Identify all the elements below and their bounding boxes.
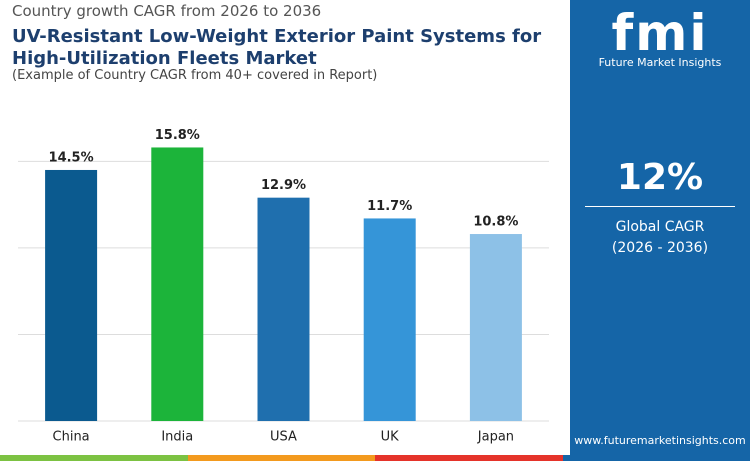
bar <box>257 197 310 421</box>
color-strip <box>0 455 750 461</box>
subtitle: (Example of Country CAGR from 40+ covere… <box>12 68 378 83</box>
divider <box>585 206 735 207</box>
chart-title: UV-Resistant Low-Weight Exterior Paint S… <box>12 26 542 69</box>
value-label: 14.5% <box>49 150 94 165</box>
bar <box>363 218 416 421</box>
bar <box>469 234 522 421</box>
headline-label: Global CAGR <box>615 219 705 235</box>
chart: China 14.5% India 15.8% USA 12.9% UK 11.7% Japan… <box>18 128 549 445</box>
value-label: 12.9% <box>261 178 306 193</box>
website: www.futuremarketinsights.com <box>574 434 746 447</box>
period: (2026 - 2036) <box>611 240 709 256</box>
x-tick-label: China <box>53 430 90 445</box>
bar <box>45 169 98 421</box>
brand-logo: fmi <box>611 4 709 62</box>
x-tick-label: Japan <box>477 430 514 445</box>
x-tick-label: USA <box>270 430 297 445</box>
x-tick-label: India <box>161 430 193 445</box>
value-label: 15.8% <box>155 128 200 143</box>
value-label: 10.8% <box>473 215 518 230</box>
headline-value: 12% <box>616 157 704 198</box>
kicker: Country growth CAGR from 2026 to 2036 <box>12 2 322 20</box>
value-label: 11.7% <box>367 199 412 214</box>
sidebar: fmi Future Market Insights 12% Global CA… <box>570 0 750 455</box>
tagline: Future Market Insights <box>598 56 722 69</box>
bar <box>151 147 204 421</box>
x-tick-label: UK <box>381 430 400 445</box>
